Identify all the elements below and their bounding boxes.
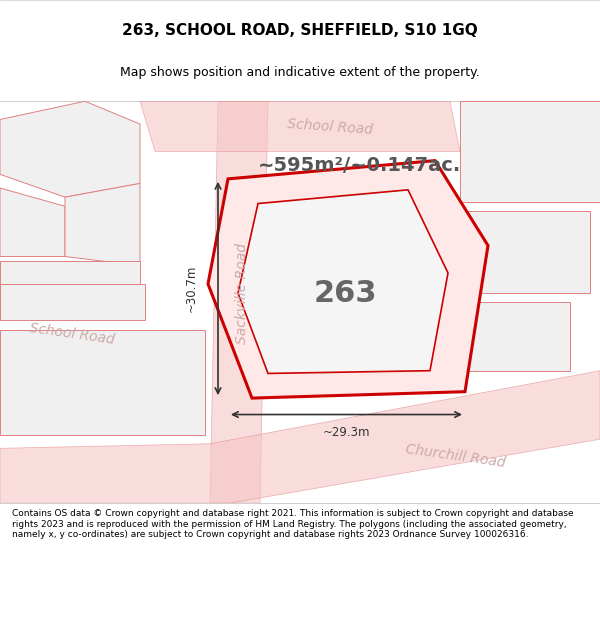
Polygon shape — [0, 284, 145, 321]
Polygon shape — [208, 161, 488, 398]
Polygon shape — [140, 101, 460, 151]
Text: Sackville Road: Sackville Road — [235, 242, 249, 344]
Text: School Road: School Road — [287, 117, 373, 137]
Text: 263: 263 — [313, 279, 377, 308]
Polygon shape — [460, 302, 570, 371]
Polygon shape — [0, 101, 140, 197]
Text: School Road: School Road — [29, 321, 115, 347]
Polygon shape — [0, 188, 65, 256]
Polygon shape — [65, 184, 140, 266]
Text: ~595m²/~0.147ac.: ~595m²/~0.147ac. — [259, 156, 461, 175]
Text: ~29.3m: ~29.3m — [323, 426, 370, 439]
Polygon shape — [0, 371, 600, 503]
Polygon shape — [238, 190, 448, 373]
Text: Contains OS data © Crown copyright and database right 2021. This information is : Contains OS data © Crown copyright and d… — [12, 509, 574, 539]
Text: 263, SCHOOL ROAD, SHEFFIELD, S10 1GQ: 263, SCHOOL ROAD, SHEFFIELD, S10 1GQ — [122, 23, 478, 38]
Polygon shape — [300, 206, 445, 270]
Polygon shape — [460, 101, 600, 202]
Polygon shape — [0, 261, 140, 316]
Polygon shape — [210, 101, 268, 503]
Text: Map shows position and indicative extent of the property.: Map shows position and indicative extent… — [120, 66, 480, 79]
Polygon shape — [0, 329, 205, 434]
Polygon shape — [460, 211, 590, 293]
Polygon shape — [300, 279, 445, 334]
Polygon shape — [300, 343, 445, 389]
Text: Churchill Road: Churchill Road — [404, 442, 506, 469]
Text: ~30.7m: ~30.7m — [185, 265, 197, 312]
